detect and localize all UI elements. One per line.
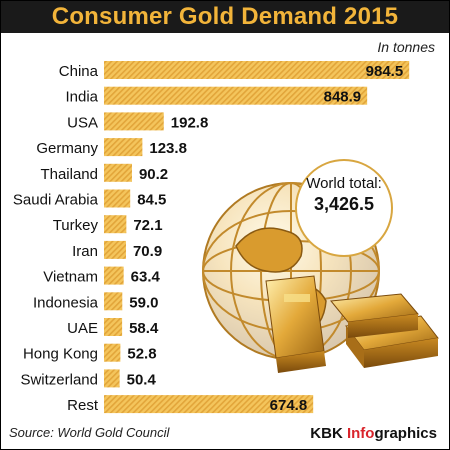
category-label: Switzerland — [20, 371, 98, 388]
value-label: 848.9 — [324, 89, 362, 106]
value-label: 59.0 — [129, 294, 158, 311]
value-label: 50.4 — [127, 371, 157, 388]
category-label: China — [59, 63, 99, 80]
category-label: Germany — [36, 140, 98, 157]
value-label: 192.8 — [171, 114, 209, 131]
world-total-label: World total: — [306, 175, 382, 192]
brand-logo: KBK Infographics — [310, 425, 437, 442]
category-label: Iran — [72, 243, 98, 260]
category-label: Indonesia — [33, 294, 99, 311]
value-label: 674.8 — [270, 397, 308, 414]
source-note: Source: World Gold Council — [9, 425, 170, 440]
gold-bars-stack — [265, 275, 439, 373]
bar — [104, 318, 123, 336]
bar — [104, 395, 314, 414]
category-label: Rest — [67, 397, 99, 414]
value-label: 58.4 — [129, 320, 159, 337]
bar — [104, 189, 131, 208]
bar — [104, 215, 127, 234]
bar — [104, 86, 368, 105]
category-label: Hong Kong — [23, 346, 98, 363]
bar — [104, 163, 132, 182]
chart-title: Consumer Gold Demand 2015 — [1, 1, 449, 33]
value-label: 84.5 — [137, 192, 166, 209]
bar — [104, 343, 121, 362]
world-total-callout: World total: 3,426.5 — [295, 159, 393, 257]
category-label: USA — [67, 114, 98, 131]
unit-note: In tonnes — [377, 39, 435, 55]
category-label: Thailand — [40, 166, 98, 183]
bar — [104, 61, 410, 79]
category-label: Turkey — [53, 217, 99, 234]
value-label: 70.9 — [133, 243, 162, 260]
bar — [104, 112, 164, 131]
bar — [104, 266, 124, 285]
category-label: Vietnam — [43, 269, 98, 286]
value-label: 72.1 — [133, 217, 162, 234]
brand-suffix: graphics — [374, 425, 437, 442]
bar — [104, 138, 143, 157]
value-label: 90.2 — [139, 166, 168, 183]
world-total-value: 3,426.5 — [313, 194, 375, 214]
category-label: Saudi Arabia — [13, 192, 99, 209]
category-label: UAE — [67, 320, 98, 337]
bar — [104, 240, 126, 259]
value-label: 52.8 — [127, 346, 156, 363]
value-label: 123.8 — [149, 140, 187, 157]
value-label: 984.5 — [366, 63, 404, 80]
bar — [104, 292, 123, 311]
value-label: 63.4 — [131, 269, 161, 286]
bar — [104, 369, 120, 388]
brand-accent: Info — [346, 425, 375, 442]
brand-prefix: KBK — [310, 425, 347, 442]
category-label: India — [65, 89, 98, 106]
